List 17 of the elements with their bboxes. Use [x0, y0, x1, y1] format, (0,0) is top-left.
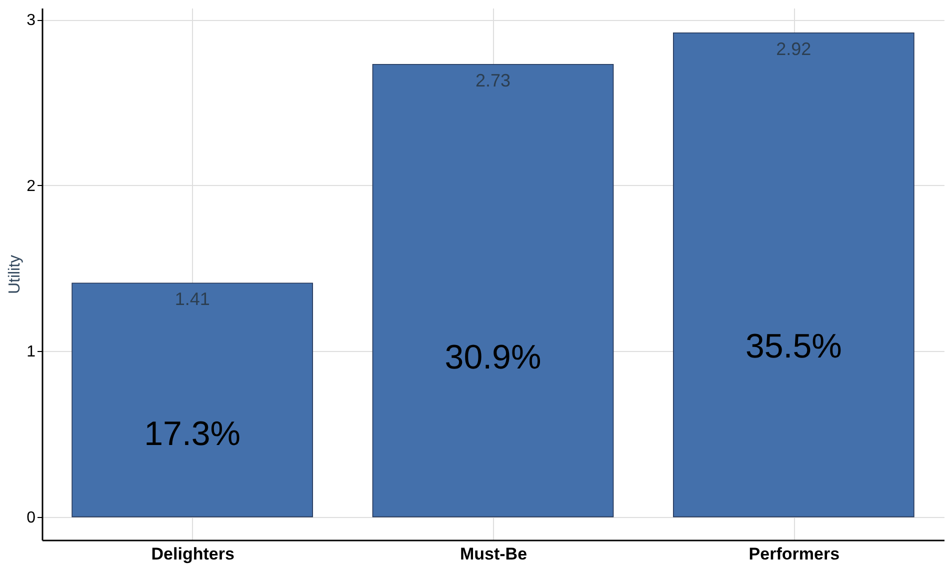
x-tick-label: Delighters	[151, 544, 234, 564]
x-tick-label: Performers	[748, 544, 840, 564]
bar	[372, 64, 614, 518]
data-label: 2.92	[776, 38, 812, 59]
bar	[673, 32, 914, 518]
data-label: 2.73	[475, 70, 511, 90]
annotation: 17.3%	[144, 415, 241, 454]
annotation: 35.5%	[745, 327, 842, 366]
y-tick-label: 3	[26, 12, 36, 30]
y-axis-title: Utility	[6, 254, 24, 294]
data-label: 1.41	[174, 289, 210, 310]
y-tick-label: 0	[26, 509, 36, 526]
y-tick-label: 1	[26, 344, 36, 361]
x-tick-label: Must-Be	[460, 544, 528, 564]
bar	[72, 282, 313, 518]
y-tick-label: 2	[26, 178, 36, 195]
annotation: 30.9%	[444, 338, 542, 376]
